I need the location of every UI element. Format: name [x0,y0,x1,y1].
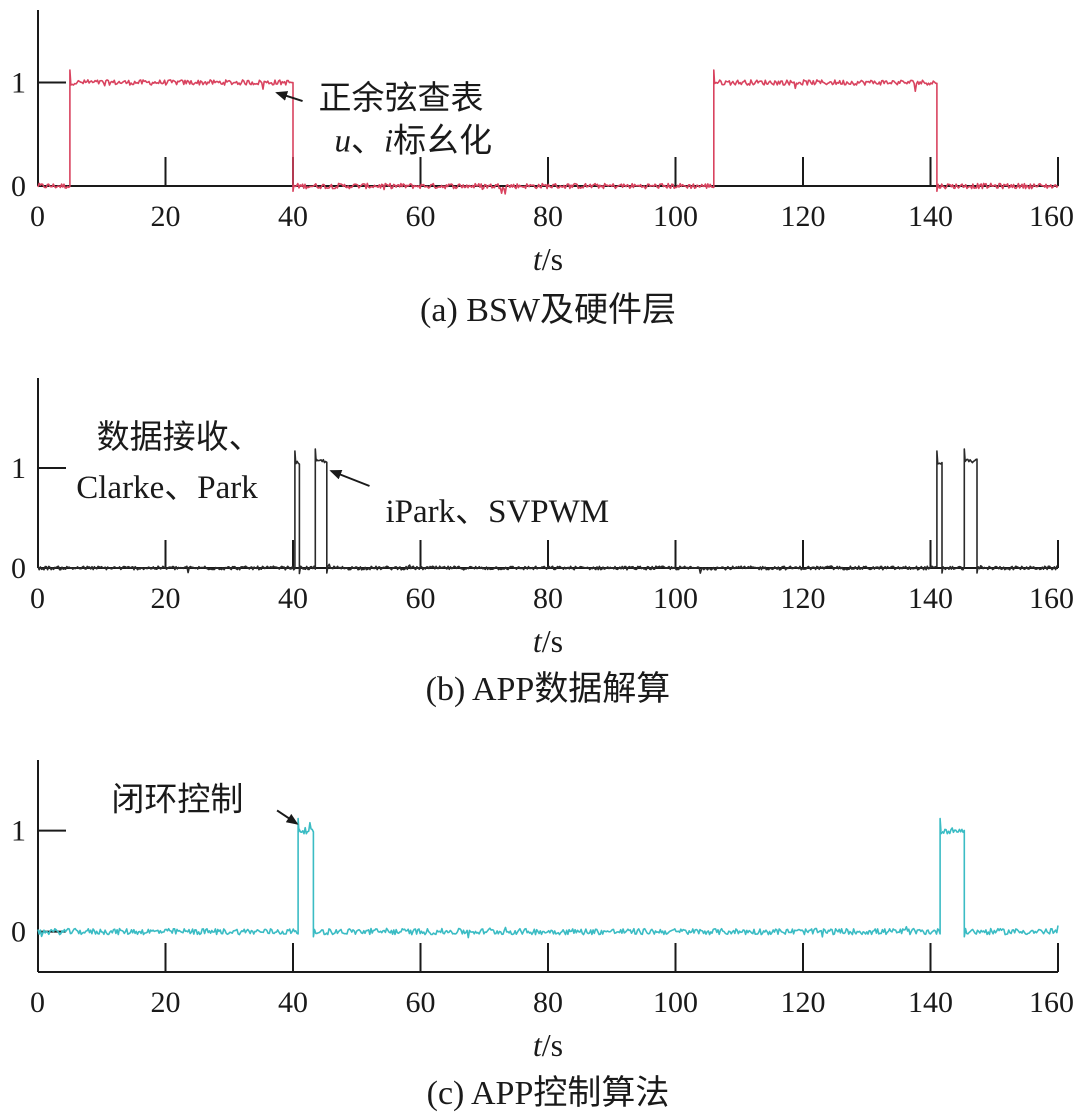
x-tick-label: 140 [908,200,953,233]
annotation-text: u、i标幺化 [334,122,492,159]
annotation-text: Clarke、Park [76,470,258,506]
y-tick-label: 1 [11,452,26,485]
x-tick-label: 120 [781,582,826,615]
x-tick-label: 60 [406,582,436,615]
x-axis-label: t/s [533,241,563,277]
x-tick-label: 20 [151,582,181,615]
y-tick-label: 0 [11,916,26,949]
series-line [37,817,1059,939]
x-tick-label: 100 [653,986,698,1019]
x-tick-label: 80 [533,986,563,1019]
x-tick-label: 40 [278,582,308,615]
y-tick-label: 0 [11,552,26,585]
x-tick-label: 80 [533,582,563,615]
annotation-arrow [275,91,303,103]
x-tick-label: 100 [653,200,698,233]
x-axis-label: t/s [533,1027,563,1063]
x-tick-label: 60 [406,986,436,1019]
series-line [37,69,1059,195]
x-tick-label: 120 [781,986,826,1019]
x-tick-label: 160 [1029,582,1074,615]
panel-caption: (c) APP控制算法 [427,1074,670,1112]
x-tick-label: 60 [406,200,436,233]
x-tick-label: 80 [533,200,563,233]
panel-caption: (a) BSW及硬件层 [420,292,676,329]
x-tick-label: 100 [653,582,698,615]
x-tick-label: 20 [151,986,181,1019]
x-tick-label: 160 [1029,200,1074,233]
x-tick-label: 160 [1029,986,1074,1019]
x-tick-label: 120 [781,200,826,233]
x-axis-label: t/s [533,623,563,659]
y-tick-label: 1 [11,815,26,848]
y-tick-label: 1 [11,66,26,99]
series-line [37,448,1059,575]
x-tick-label: 0 [30,200,45,233]
x-tick-label: 140 [908,986,953,1019]
annotation-arrow [329,469,370,487]
annotation-arrow [276,809,299,825]
annotation-text: 闭环控制 [111,781,243,818]
x-tick-label: 40 [278,200,308,233]
x-tick-label: 140 [908,582,953,615]
x-tick-label: 0 [30,582,45,615]
x-tick-label: 40 [278,986,308,1019]
annotation-text: iPark、SVPWM [385,494,609,530]
annotation-text: 数据接收、 [97,419,262,456]
x-tick-label: 0 [30,986,45,1019]
annotation-text: 正余弦查表 [319,80,484,117]
panel-caption: (b) APP数据解算 [426,670,671,708]
y-tick-label: 0 [11,170,26,203]
x-tick-label: 20 [151,200,181,233]
